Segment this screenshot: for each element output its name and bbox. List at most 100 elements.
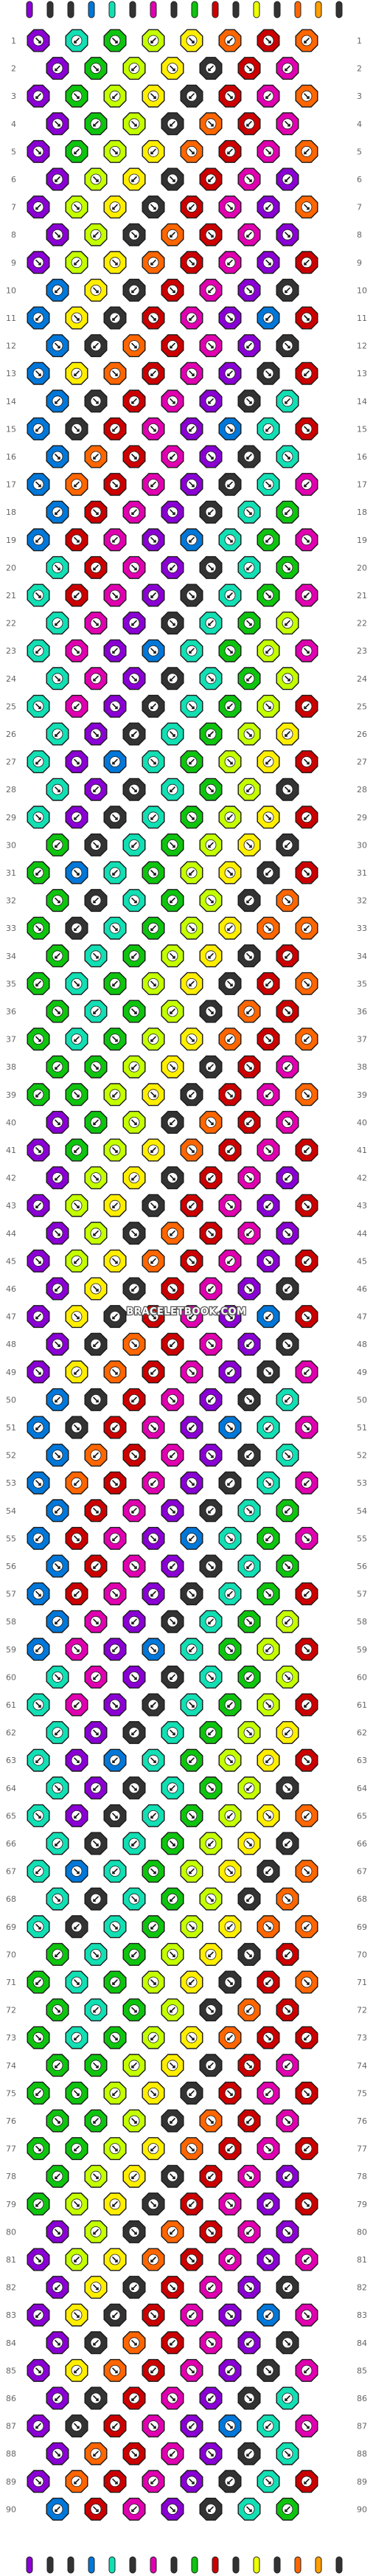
knot	[65, 195, 88, 219]
row-number-left: 78	[6, 2172, 16, 2181]
knot	[199, 1832, 223, 1855]
row-number-left: 67	[6, 1867, 16, 1877]
knot	[84, 445, 108, 468]
knot	[199, 944, 223, 968]
row-number-right: 55	[357, 1534, 367, 1543]
thread-end-bottom	[253, 2556, 260, 2574]
knot	[142, 417, 165, 440]
knot	[46, 167, 69, 191]
row-number-right: 17	[357, 480, 367, 490]
knot	[142, 1582, 165, 1606]
knot	[237, 2331, 261, 2355]
knot	[142, 1748, 165, 1772]
knot	[237, 57, 261, 80]
row-number-left: 73	[6, 2033, 16, 2043]
knot	[257, 1915, 280, 1939]
knot	[46, 1832, 69, 1855]
knot	[295, 1360, 318, 1384]
knot	[84, 2331, 108, 2355]
knot	[27, 1638, 50, 1661]
knot	[103, 972, 127, 995]
row-number-left: 25	[6, 702, 16, 711]
row-number-left: 24	[6, 674, 16, 684]
knot	[122, 1110, 146, 1134]
row-number-right: 65	[357, 1811, 367, 1821]
thread-end-top	[232, 1, 240, 18]
knot	[218, 528, 242, 552]
knot	[218, 2414, 242, 2438]
knot	[180, 139, 203, 163]
knot	[295, 639, 318, 662]
knot	[46, 555, 69, 579]
knot	[65, 1194, 88, 1217]
knot	[237, 2386, 261, 2410]
knot	[65, 2358, 88, 2382]
knot	[142, 1693, 165, 1717]
row-number-right: 4	[357, 120, 362, 129]
knot	[84, 1887, 108, 1911]
knot	[65, 1138, 88, 1162]
knot	[161, 2497, 184, 2521]
knot	[199, 1610, 223, 1633]
row-number-right: 78	[357, 2172, 367, 2181]
knot	[199, 57, 223, 80]
knot	[103, 139, 127, 163]
knot	[180, 1970, 203, 1994]
knot	[84, 167, 108, 191]
row-number-right: 10	[357, 285, 367, 295]
knot	[276, 1222, 299, 1245]
knot	[142, 2414, 165, 2438]
knot	[295, 139, 318, 163]
knot	[161, 2054, 184, 2077]
knot	[180, 1416, 203, 1439]
knot	[180, 694, 203, 718]
knot	[257, 1138, 280, 1162]
row-number-left: 85	[6, 2366, 16, 2375]
knot	[295, 2248, 318, 2271]
row-number-left: 42	[6, 1174, 16, 1183]
knot	[199, 2497, 223, 2521]
row-number-left: 88	[6, 2449, 16, 2459]
thread-end-bottom	[26, 2556, 33, 2574]
knot	[142, 361, 165, 385]
knot	[27, 2081, 50, 2105]
knot	[257, 1582, 280, 1606]
knot	[199, 1887, 223, 1911]
knot	[257, 84, 280, 108]
knot	[122, 1499, 146, 1523]
knot	[27, 1526, 50, 1550]
knot	[65, 806, 88, 829]
knot	[295, 1194, 318, 1217]
knot	[27, 1305, 50, 1329]
knot	[65, 1305, 88, 1329]
knot	[142, 806, 165, 829]
row-number-left: 54	[6, 1506, 16, 1516]
knot	[218, 1582, 242, 1606]
row-number-right: 22	[357, 619, 367, 629]
knot	[237, 278, 261, 302]
knot	[276, 2442, 299, 2465]
row-number-right: 29	[357, 813, 367, 823]
knot	[237, 944, 261, 968]
knot	[276, 1887, 299, 1911]
knot	[46, 2054, 69, 2077]
knot	[237, 1055, 261, 1078]
knot	[27, 1194, 50, 1217]
knot	[122, 555, 146, 579]
knot	[276, 1554, 299, 1578]
knot	[122, 1444, 146, 1467]
knot	[257, 1305, 280, 1329]
knot	[180, 1693, 203, 1717]
knot	[295, 1693, 318, 1717]
knot	[65, 2137, 88, 2161]
knot	[295, 972, 318, 995]
row-number-left: 34	[6, 952, 16, 961]
knot	[199, 445, 223, 468]
knot	[46, 389, 69, 413]
knot	[122, 445, 146, 468]
knot	[122, 2497, 146, 2521]
knot	[65, 1582, 88, 1606]
knot	[199, 1332, 223, 1356]
knot	[257, 195, 280, 219]
knot	[46, 1554, 69, 1578]
